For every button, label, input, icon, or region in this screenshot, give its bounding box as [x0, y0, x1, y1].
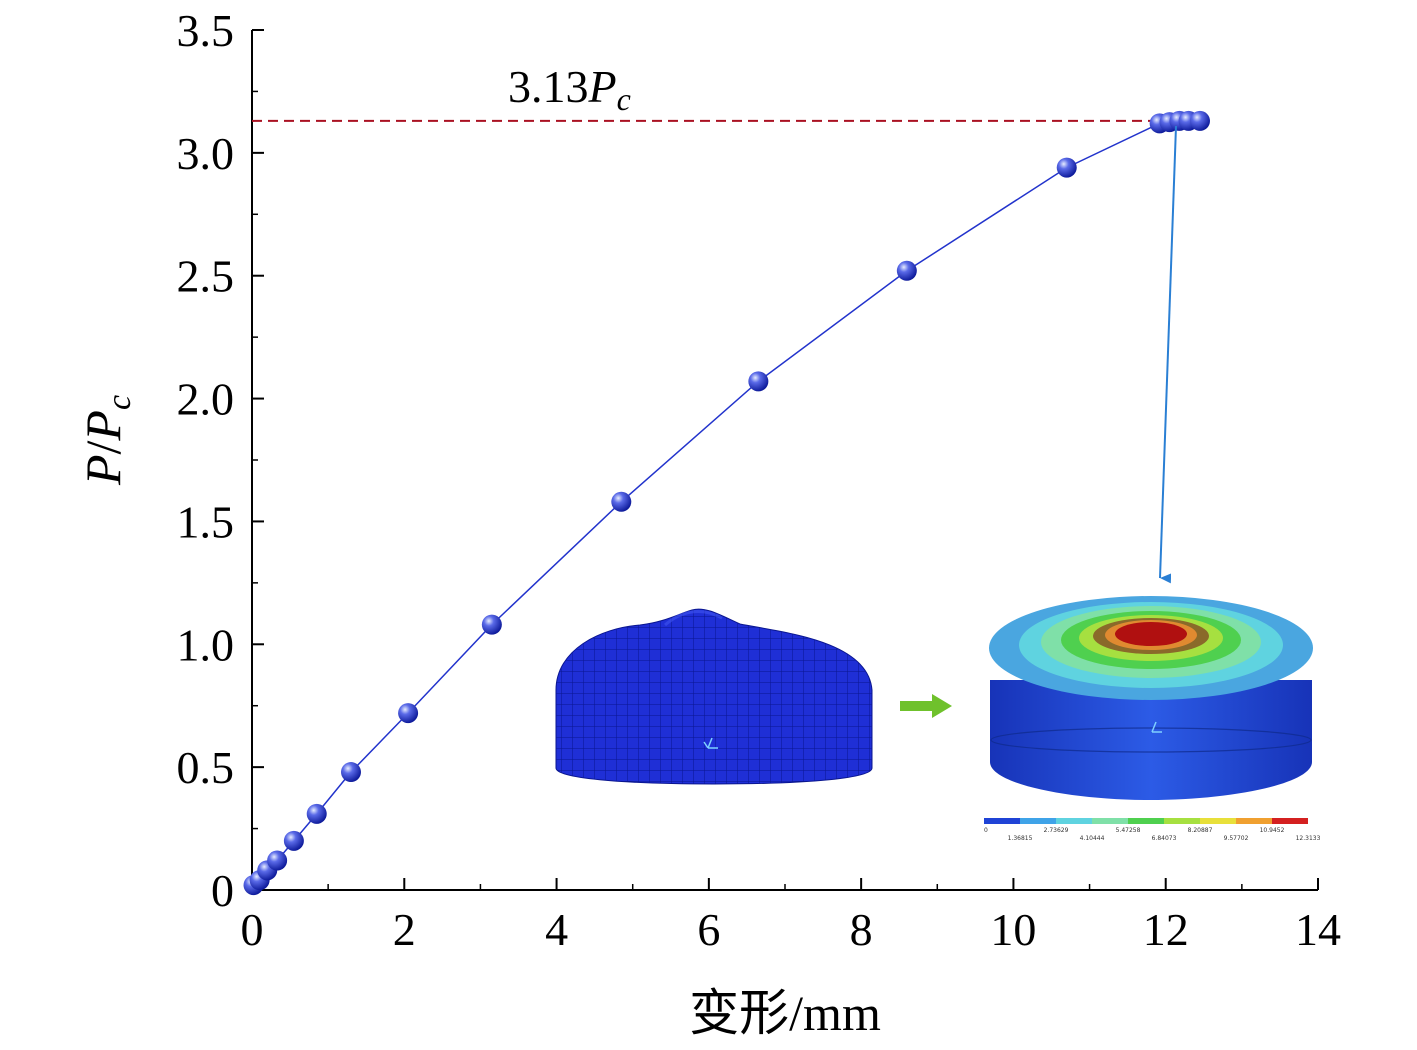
legend-swatch	[1200, 818, 1236, 824]
y-tick-label: 3.0	[177, 128, 235, 179]
legend-label-top: 10.9452	[1260, 827, 1285, 834]
data-point	[896, 260, 917, 281]
y-tick-label: 0	[211, 865, 234, 916]
contour-cylinder-side	[990, 680, 1312, 800]
x-tick-label: 0	[241, 904, 264, 955]
legend-label-bottom: 9.57702	[1224, 835, 1249, 842]
green-arrow-head	[932, 694, 952, 718]
contour-axis-icon	[1151, 721, 1162, 733]
legend-swatch	[1164, 818, 1200, 824]
y-tick-label: 3.5	[177, 5, 235, 56]
mesh-dome-body	[555, 608, 873, 785]
legend-swatch	[1020, 818, 1056, 824]
y-axis-title-sep: /	[75, 441, 131, 455]
pointer-arrow	[1159, 125, 1177, 584]
contour-center	[1115, 622, 1187, 646]
legend-swatch	[1092, 818, 1128, 824]
legend-swatch	[1272, 818, 1308, 824]
legend-label-bottom: 6.84073	[1152, 835, 1177, 842]
data-point	[611, 491, 632, 512]
y-axis-title-denom: P	[75, 410, 131, 442]
series-group	[243, 110, 1210, 896]
legend-swatches	[984, 818, 1308, 824]
y-tick-label: 1.0	[177, 619, 235, 670]
data-point	[1189, 110, 1210, 131]
x-tick-label: 6	[697, 904, 720, 955]
reference-label-prefix: 3.13	[508, 61, 589, 112]
contour-cylinder-rim	[990, 727, 1312, 753]
contour-legend: 0 2.73629 5.47258 8.20887 10.9452 1.36815 4.10…	[984, 818, 1321, 842]
data-point	[340, 762, 361, 783]
legend-label-top: 2.73629	[1044, 827, 1069, 834]
y-axis-title-sub: c	[101, 395, 138, 410]
x-tick-label: 14	[1295, 904, 1341, 955]
data-point	[1056, 157, 1077, 178]
x-ticks: 0 2 4 6 8 10 12 14	[241, 878, 1341, 955]
mesh-dome-bulge-highlight	[664, 610, 723, 627]
legend-labels: 0 2.73629 5.47258 8.20887 10.9452 1.36815 4.10…	[984, 827, 1321, 842]
data-point	[267, 850, 288, 871]
x-tick-label: 4	[545, 904, 568, 955]
legend-swatch	[1128, 818, 1164, 824]
data-point	[283, 830, 304, 851]
reference-label: 3.13Pc	[508, 61, 631, 117]
legend-label-top: 8.20887	[1188, 827, 1213, 834]
legend-swatch	[1056, 818, 1092, 824]
x-tick-label: 10	[990, 904, 1036, 955]
green-arrow	[900, 694, 952, 718]
y-axis-title-main: P	[75, 455, 131, 487]
legend-label-top: 5.47258	[1116, 827, 1141, 834]
data-point	[481, 614, 502, 635]
legend-swatch	[984, 818, 1020, 824]
x-tick-label: 2	[393, 904, 416, 955]
data-point	[398, 703, 419, 724]
legend-label-bottom: 12.3133	[1296, 835, 1321, 842]
y-tick-label: 2.5	[177, 251, 235, 302]
legend-label-bottom: 1.36815	[1008, 835, 1033, 842]
legend-swatch	[1236, 818, 1272, 824]
reference-label-italic: P	[588, 61, 617, 112]
x-axis-title: 变形/mm	[689, 985, 881, 1041]
legend-label-top: 0	[984, 827, 988, 834]
x-tick-label: 12	[1143, 904, 1189, 955]
y-tick-label: 0.5	[177, 742, 235, 793]
axes: 0 2 4 6 8 10 12 14 0 0.5 1.0 1.5 2.0 2.5 3.0 3.5	[177, 5, 1342, 955]
y-ticks: 0 0.5 1.0 1.5 2.0 2.5 3.0 3.5	[177, 5, 264, 916]
green-arrow-shaft	[900, 701, 934, 711]
inset-contour-model	[989, 596, 1313, 800]
inset-mesh-model	[555, 608, 873, 785]
y-axis-title: P/Pc	[75, 395, 138, 486]
data-point	[748, 371, 769, 392]
mesh-axis-icon	[703, 737, 718, 749]
y-tick-label: 1.5	[177, 496, 235, 547]
x-tick-label: 8	[850, 904, 873, 955]
y-tick-label: 2.0	[177, 374, 235, 425]
reference-label-sub: c	[617, 81, 631, 117]
legend-label-bottom: 4.10444	[1080, 835, 1105, 842]
data-point	[306, 803, 327, 824]
